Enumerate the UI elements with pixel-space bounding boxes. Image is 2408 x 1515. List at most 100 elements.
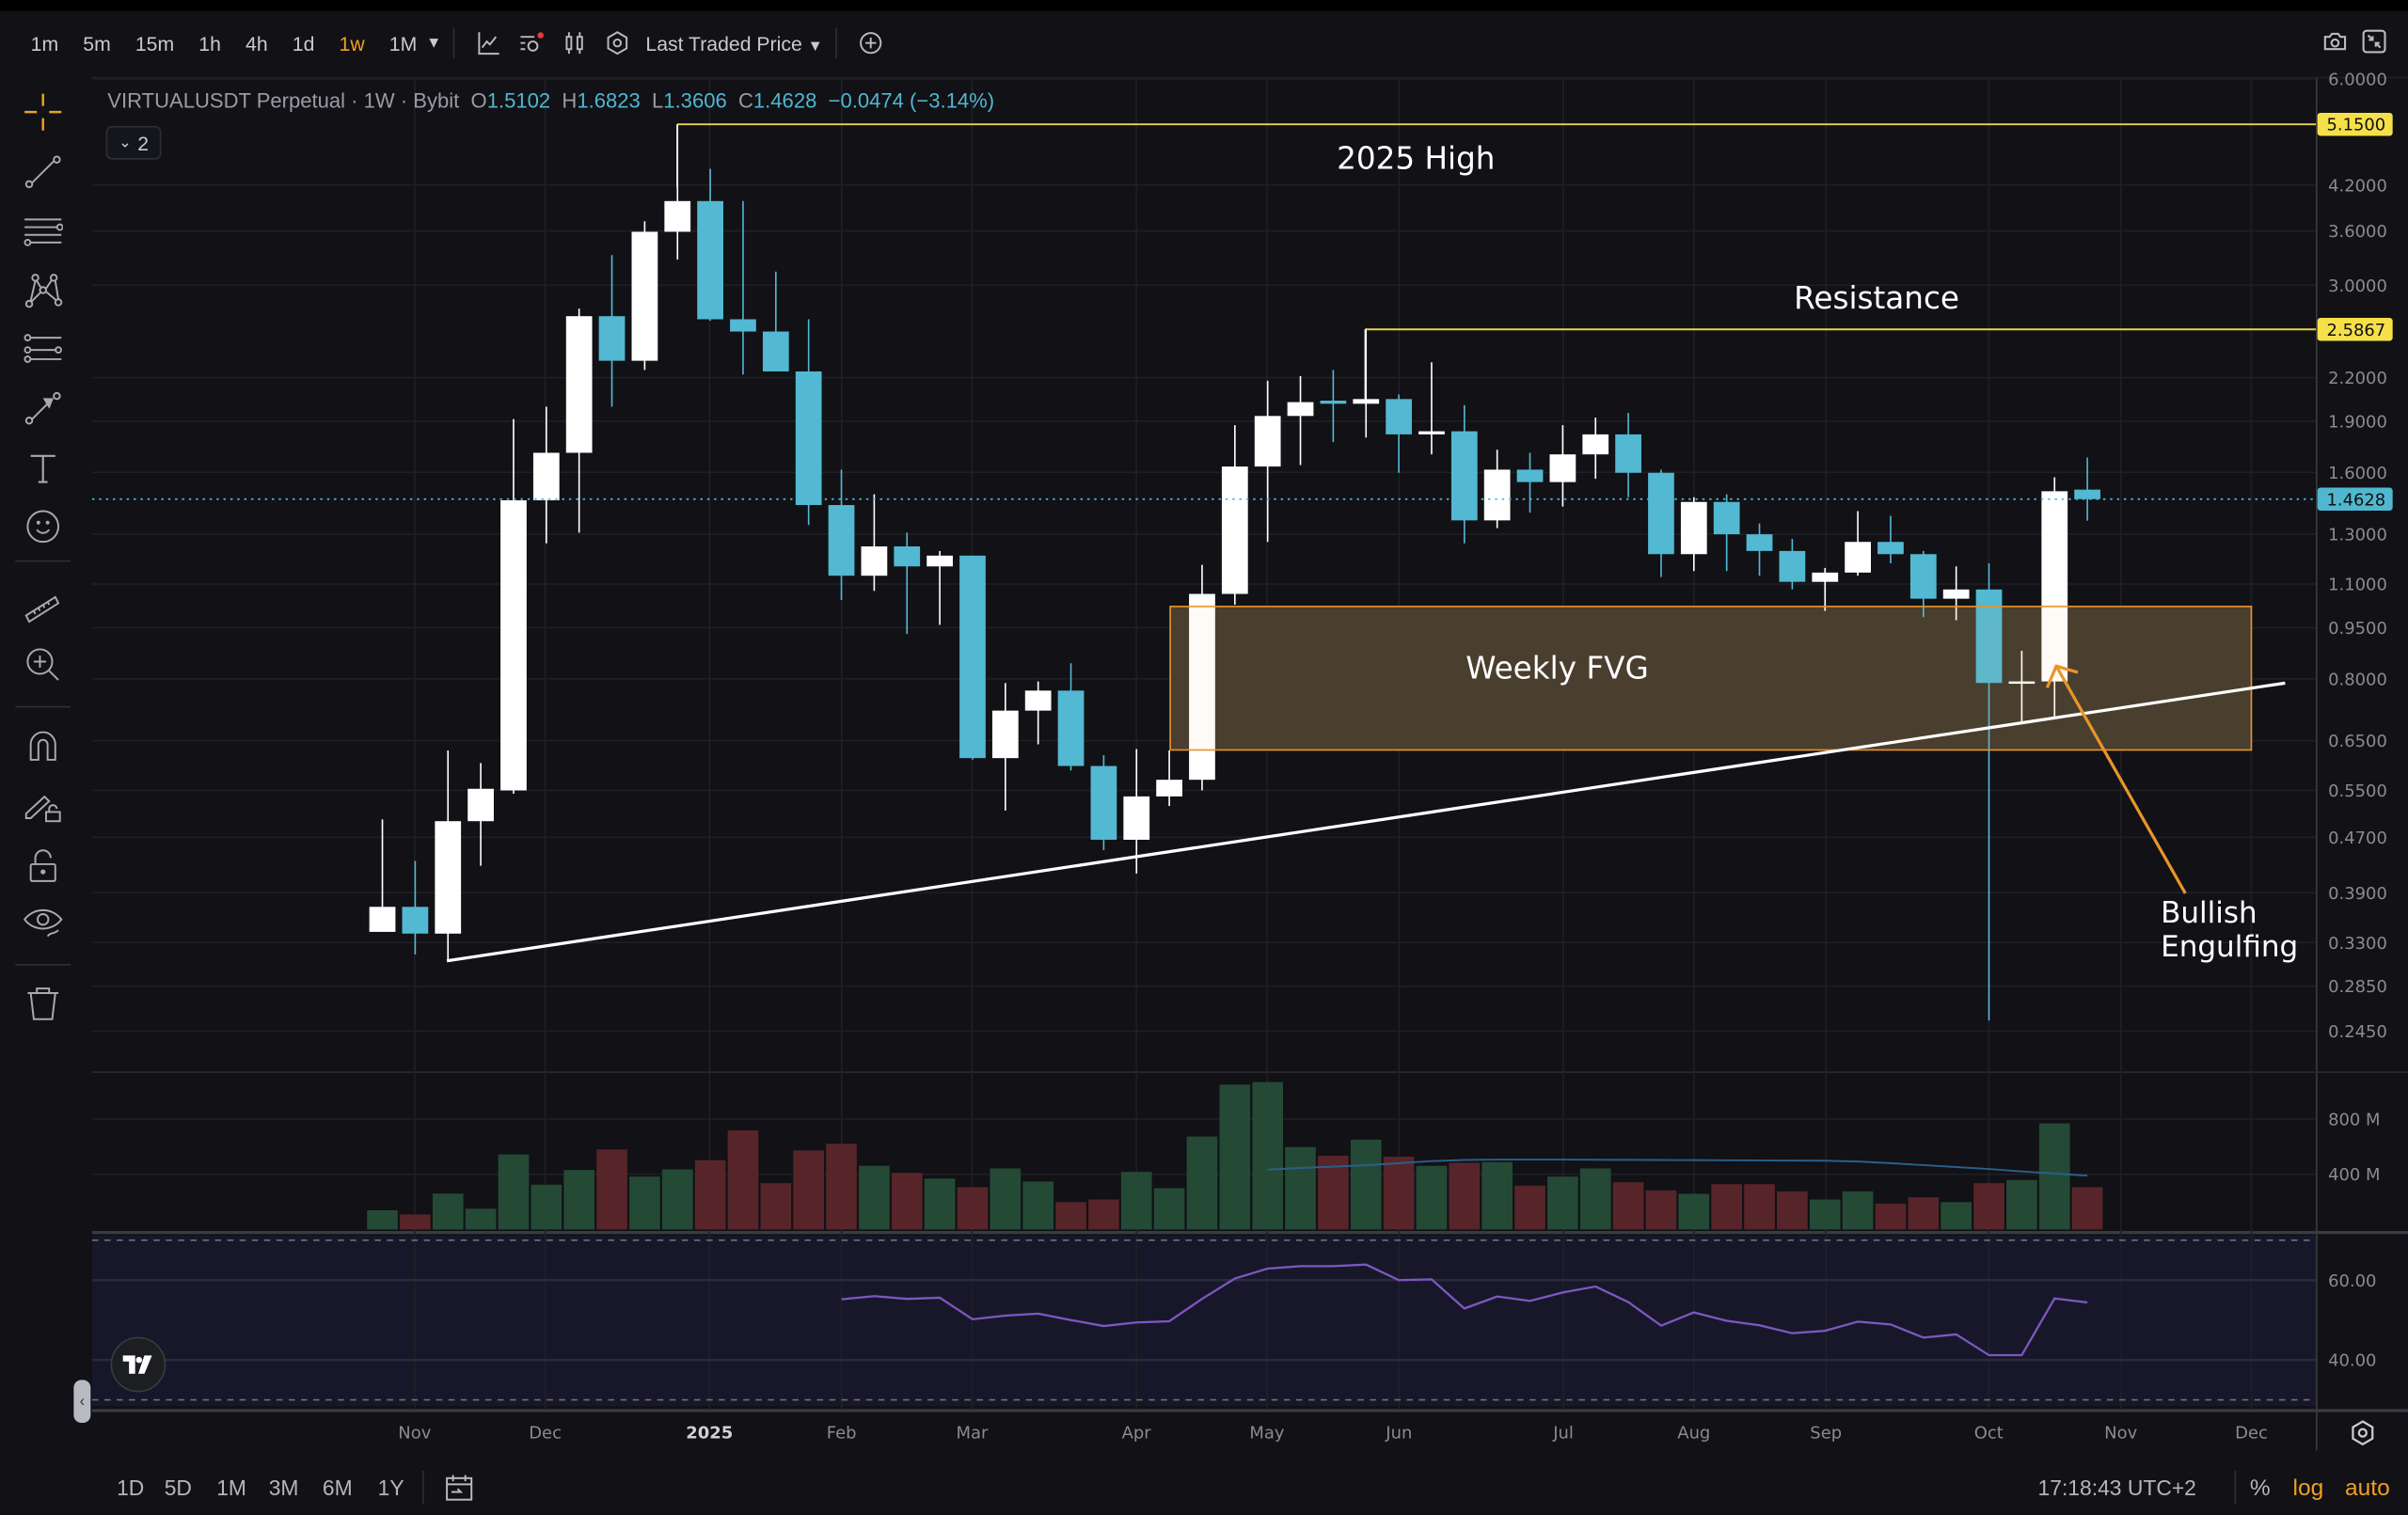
- bearish-candle: [1877, 542, 1904, 555]
- bullish-candle: [1549, 454, 1576, 482]
- range-1Y[interactable]: 1Y: [377, 1475, 404, 1500]
- volume-bar: [1777, 1191, 1808, 1230]
- bearish-candle: [894, 546, 921, 567]
- gear-icon[interactable]: [2350, 1420, 2376, 1454]
- log-toggle[interactable]: log: [2292, 1475, 2324, 1502]
- indicators-count: 2: [137, 131, 150, 155]
- volume-bar: [826, 1144, 857, 1230]
- bearish-candle: [1746, 534, 1773, 551]
- percent-toggle[interactable]: %: [2249, 1475, 2271, 1502]
- timeframe-dropdown-icon[interactable]: ▼: [426, 34, 442, 52]
- zoom-in-icon[interactable]: [22, 643, 65, 686]
- timeframe-1m[interactable]: 1m: [30, 31, 59, 55]
- price-source-dropdown[interactable]: Last Traded Price ▼: [645, 31, 822, 54]
- high-annotation[interactable]: 2025 High: [1337, 141, 1495, 177]
- high-price-tag-bg: [2317, 112, 2393, 136]
- calendar-goto-icon[interactable]: [444, 1472, 475, 1507]
- time-axis-label: Nov: [398, 1423, 431, 1443]
- indicators-collapse-button[interactable]: ⌄ 2: [105, 125, 162, 160]
- timeframe-1d[interactable]: 1d: [292, 31, 315, 55]
- bullish-candle: [2008, 681, 2036, 685]
- high-label: H: [562, 88, 578, 113]
- collapse-panel-handle[interactable]: ‹: [73, 1380, 91, 1424]
- price-tick-label: 6.0000: [2328, 70, 2387, 89]
- fvg-annotation[interactable]: Weekly FVG: [1465, 650, 1649, 686]
- magnet-icon[interactable]: [22, 724, 65, 767]
- symbol-legend: VIRTUALUSDT Perpetual · 1W · Bybit O1.51…: [107, 89, 994, 112]
- auto-toggle[interactable]: auto: [2345, 1475, 2390, 1502]
- volume-bar: [1285, 1146, 1316, 1230]
- volume-bar: [1088, 1199, 1119, 1230]
- volume-bar: [760, 1183, 792, 1230]
- drawing-toolbar: [0, 77, 86, 1459]
- clock[interactable]: 17:18:43 UTC+2: [2037, 1475, 2196, 1500]
- collapse-icon[interactable]: [2362, 29, 2386, 61]
- volume-bar: [1383, 1156, 1415, 1230]
- close-value: 1.4628: [752, 88, 817, 113]
- eye-icon[interactable]: [22, 901, 65, 944]
- engulfing-annotation-line2[interactable]: Engulfing: [2161, 930, 2298, 964]
- volume-bar: [957, 1187, 989, 1230]
- volume-bar: [1055, 1202, 1086, 1230]
- volume-bar: [859, 1165, 890, 1230]
- range-6M[interactable]: 6M: [322, 1475, 353, 1500]
- price-tick-label: 0.4700: [2328, 829, 2387, 848]
- crosshair-icon[interactable]: [22, 90, 65, 134]
- timeframe-1w[interactable]: 1w: [339, 31, 365, 55]
- volume-bar: [1579, 1168, 1611, 1230]
- time-axis-label: Aug: [1677, 1423, 1710, 1443]
- camera-icon[interactable]: [2322, 29, 2349, 61]
- timeframe-1M[interactable]: 1M: [388, 31, 418, 55]
- candle-style-icon[interactable]: [562, 29, 589, 56]
- add-icon[interactable]: [857, 29, 884, 56]
- arrow-tool-icon[interactable]: [22, 387, 65, 430]
- fib-channel-icon[interactable]: [22, 328, 65, 371]
- volume-bar: [727, 1129, 759, 1230]
- lock-icon[interactable]: [22, 844, 65, 888]
- bearish-candle: [762, 331, 789, 371]
- alerts-icon[interactable]: [518, 29, 546, 56]
- window-top-bar: [0, 0, 2408, 11]
- timeframe-5m[interactable]: 5m: [83, 31, 111, 55]
- close-label: C: [737, 88, 753, 113]
- engulfing-annotation-line1[interactable]: Bullish: [2161, 896, 2258, 930]
- volume-bar: [1941, 1202, 1972, 1230]
- time-axis-label: May: [1249, 1423, 1284, 1443]
- indicators-icon[interactable]: [475, 29, 502, 56]
- rsi-tick-label: 40.00: [2328, 1351, 2376, 1371]
- text-tool-icon[interactable]: [22, 447, 65, 490]
- volume-tick-label: 800 M: [2328, 1110, 2380, 1129]
- settings-icon[interactable]: [604, 29, 631, 56]
- trend-line-icon[interactable]: [22, 150, 65, 194]
- low-value: 1.3606: [663, 88, 727, 113]
- tradingview-logo[interactable]: [110, 1336, 166, 1393]
- trash-icon[interactable]: [22, 983, 65, 1026]
- bullish-candle: [991, 710, 1019, 759]
- symbol-name[interactable]: VIRTUALUSDT Perpetual · 1W · Bybit: [107, 88, 460, 113]
- volume-bar: [2006, 1179, 2037, 1230]
- drawing-lock-icon[interactable]: [22, 784, 65, 828]
- range-3M[interactable]: 3M: [268, 1475, 299, 1500]
- bullish-candle: [1221, 466, 1248, 594]
- emoji-icon[interactable]: [22, 505, 65, 548]
- pattern-icon[interactable]: [22, 269, 65, 312]
- resistance-annotation[interactable]: Resistance: [1794, 280, 1959, 316]
- open-label: O: [470, 88, 487, 113]
- timeframe-4h[interactable]: 4h: [246, 31, 268, 55]
- horizontal-lines-icon[interactable]: [22, 211, 65, 254]
- toolbar-divider: [453, 27, 455, 59]
- bullish-candle: [1845, 542, 1871, 573]
- time-axis-label: Dec: [529, 1423, 562, 1443]
- volume-bar: [596, 1149, 627, 1230]
- timeframe-1h[interactable]: 1h: [198, 31, 221, 55]
- range-5D[interactable]: 5D: [164, 1475, 192, 1500]
- range-1M[interactable]: 1M: [216, 1475, 246, 1500]
- timeframe-15m[interactable]: 15m: [135, 31, 175, 55]
- ruler-icon[interactable]: [22, 587, 65, 630]
- time-axis-label: Jul: [1552, 1423, 1574, 1443]
- range-1D[interactable]: 1D: [117, 1475, 145, 1500]
- volume-tick-label: 400 M: [2328, 1165, 2380, 1185]
- bullish-candle: [1156, 780, 1182, 797]
